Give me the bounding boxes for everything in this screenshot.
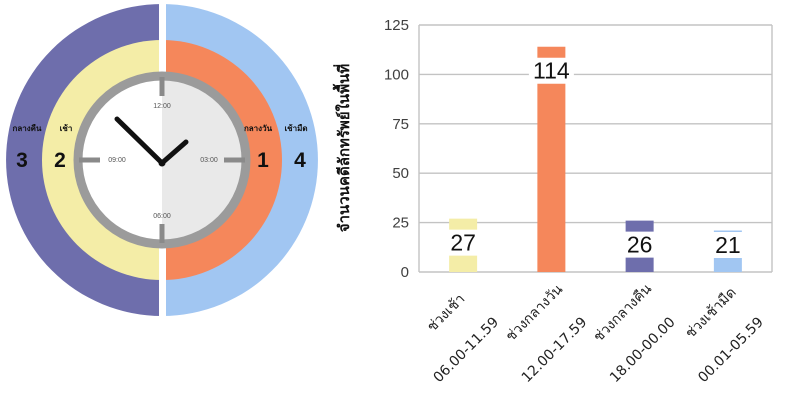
data-label: 21 bbox=[715, 232, 741, 258]
category-label: ช่วงเช้ามืด bbox=[683, 285, 740, 342]
clock-short-hand bbox=[159, 139, 189, 166]
y-tick-label: 50 bbox=[392, 165, 409, 182]
tick-6 bbox=[159, 224, 165, 243]
y-tick-label: 75 bbox=[392, 116, 409, 133]
segment-label-dawn: เช้ามืด bbox=[284, 123, 307, 133]
y-tick-label: 100 bbox=[384, 66, 409, 83]
hour-label-top: 12:00 bbox=[153, 103, 171, 110]
data-label: 114 bbox=[533, 58, 570, 84]
chart-bars bbox=[449, 46, 742, 273]
data-label-background bbox=[528, 57, 574, 84]
segment-number-night: 3 bbox=[16, 149, 28, 172]
segment-number-afternoon: 1 bbox=[257, 149, 269, 172]
y-tick-label: 25 bbox=[392, 215, 409, 232]
segment-label-morning: เช้า bbox=[60, 123, 73, 133]
clock-face-right-half bbox=[162, 76, 246, 244]
hour-label-right: 03:00 bbox=[200, 157, 218, 164]
segment-label-afternoon: กลางวัน bbox=[244, 124, 273, 133]
clock-diagram: 12:00 09:00 03:00 06:00 กลางคืน เช้า กลา… bbox=[6, 0, 318, 322]
segment-number-morning: 2 bbox=[54, 149, 66, 172]
tick-12 bbox=[159, 77, 165, 96]
data-label-background bbox=[711, 232, 744, 258]
clock-long-hand bbox=[114, 116, 165, 166]
y-tick-label: 0 bbox=[401, 264, 409, 281]
data-label: 27 bbox=[450, 230, 476, 256]
y-axis-title: จำนวนคดีลักทรัพย์ในพื้นที่ bbox=[332, 64, 353, 233]
chart-grid: 0 25 50 75 100 125 bbox=[384, 17, 773, 281]
data-label: 26 bbox=[627, 232, 653, 258]
hour-label-bottom: 06:00 bbox=[153, 213, 171, 220]
clock-rim bbox=[73, 71, 251, 249]
segment-label-night: กลางคืน bbox=[13, 123, 42, 133]
segment-number-dawn: 4 bbox=[294, 149, 306, 172]
hour-label-left: 09:00 bbox=[108, 157, 126, 164]
clock-center-pin bbox=[158, 159, 166, 167]
data-label-background bbox=[447, 229, 480, 256]
y-tick-label: 125 bbox=[384, 17, 409, 34]
tick-3 bbox=[224, 157, 245, 163]
category-label: ช่วงเช้า bbox=[424, 291, 468, 335]
tick-9 bbox=[79, 157, 100, 163]
data-label-background bbox=[623, 231, 656, 258]
bar bbox=[537, 46, 566, 273]
